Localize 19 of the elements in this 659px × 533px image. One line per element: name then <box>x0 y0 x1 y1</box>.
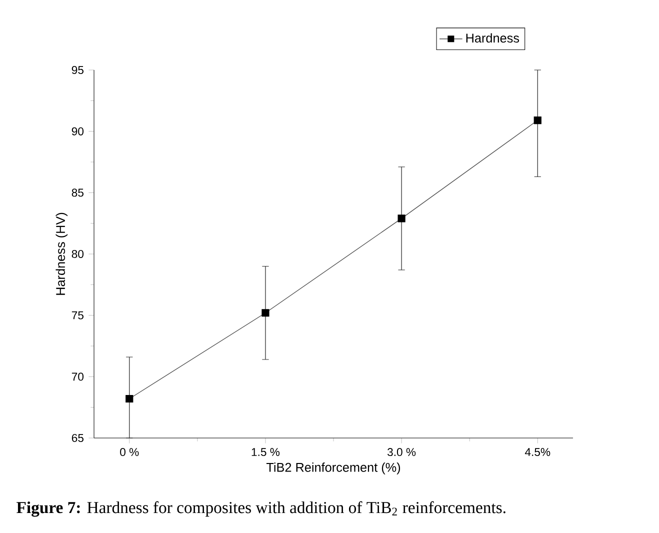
y-tick-label: 95 <box>72 66 84 74</box>
y-tick-label: 80 <box>72 250 84 258</box>
point <box>126 394 134 403</box>
x-axis-title: TiB2 Reinforcement (%) <box>266 462 400 474</box>
y-tick-label: 70 <box>72 372 84 381</box>
x-tick-label: 0 % <box>120 448 139 456</box>
point <box>534 116 542 124</box>
x-tick-label: 1.5 % <box>252 448 280 456</box>
y-tick-label: 75 <box>72 311 84 320</box>
y-axis-title: Hardness (HV) <box>56 212 68 295</box>
point <box>398 214 406 222</box>
y-tick-label: 85 <box>72 188 84 197</box>
x-tick-label: 4.5% <box>524 448 550 456</box>
y-tick-label: 65 <box>72 434 84 442</box>
text: Figure 7: Hardness for composites with addition of TiB$_{2}$ reinforcements. <box>16 501 506 517</box>
point <box>262 309 270 317</box>
y-tick-label: 90 <box>72 127 84 136</box>
legend-label: Hardness <box>466 33 520 43</box>
x-tick-label: 3.0 % <box>387 448 416 456</box>
